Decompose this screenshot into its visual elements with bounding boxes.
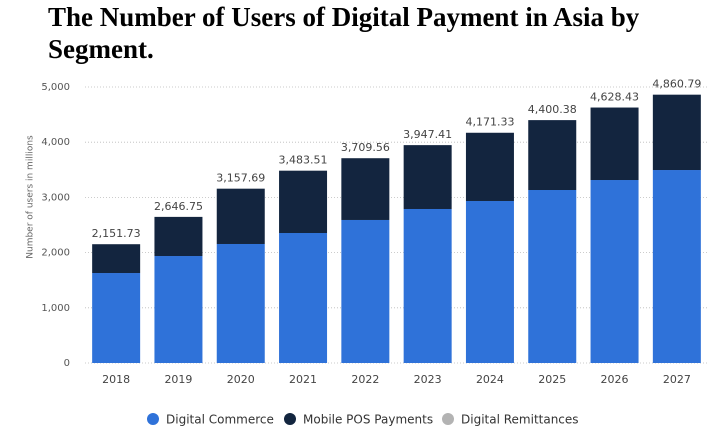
x-tick-label: 2019: [164, 373, 192, 386]
bar-segment: [652, 94, 701, 171]
total-label: 2,646.75: [154, 200, 203, 213]
chart-title: The Number of Users of Digital Payment i…: [48, 2, 646, 64]
bar-segment: [154, 256, 203, 363]
bar-segment: [341, 158, 390, 220]
bar-segment: [279, 170, 328, 234]
title-line: The Number of Users of Digital Payment i…: [48, 2, 640, 32]
bar-segment: [590, 107, 639, 181]
total-label: 3,947.41: [403, 128, 452, 141]
x-tick-label: 2025: [538, 373, 566, 386]
x-tick-label: 2021: [289, 373, 317, 386]
total-label: 3,709.56: [341, 141, 390, 154]
y-tick-label: 1,000: [41, 303, 70, 314]
bar-segment: [154, 216, 203, 257]
total-label: 3,483.51: [279, 154, 328, 167]
legend-marker: [147, 413, 159, 425]
bar-segment: [92, 244, 141, 274]
y-axis-label: Number of users in millions: [26, 135, 36, 259]
y-tick-label: 3,000: [41, 192, 70, 203]
bar-segment: [465, 132, 514, 201]
bar-segment: [216, 243, 265, 363]
total-label: 4,860.79: [652, 78, 701, 91]
legend-label: Digital Commerce: [166, 413, 274, 427]
bar-segment: [652, 170, 701, 363]
bar-segment: [528, 190, 577, 363]
y-tick-label: 2,000: [41, 248, 70, 259]
total-label: 3,157.69: [216, 172, 265, 185]
total-label: 2,151.73: [92, 227, 141, 240]
x-tick-label: 2018: [102, 373, 130, 386]
total-label: 4,400.38: [528, 103, 577, 116]
title-line: Segment.: [48, 34, 154, 64]
bar-segment: [403, 208, 452, 363]
bar-segment: [403, 145, 452, 209]
y-tick-label: 5,000: [41, 82, 70, 93]
bar-segment: [279, 233, 328, 363]
legend-label: Mobile POS Payments: [303, 413, 433, 427]
x-tick-label: 2020: [227, 373, 255, 386]
x-tick-label: 2022: [351, 373, 379, 386]
legend-label: Digital Remittances: [461, 413, 579, 427]
legend-marker: [284, 413, 296, 425]
y-tick-label: 0: [64, 358, 70, 369]
x-tick-label: 2024: [476, 373, 504, 386]
y-tick-label: 4,000: [41, 137, 70, 148]
total-label: 4,171.33: [465, 116, 514, 129]
bar-segment: [465, 200, 514, 363]
bar-segment: [341, 219, 390, 363]
bar-segment: [216, 188, 265, 244]
legend-marker: [442, 413, 454, 425]
x-tick-label: 2027: [663, 373, 691, 386]
bar-segment: [528, 120, 577, 191]
x-tick-label: 2023: [414, 373, 442, 386]
bar-segment: [590, 180, 639, 363]
x-tick-label: 2026: [601, 373, 629, 386]
total-label: 4,628.43: [590, 91, 639, 104]
bar-segment: [92, 273, 141, 363]
